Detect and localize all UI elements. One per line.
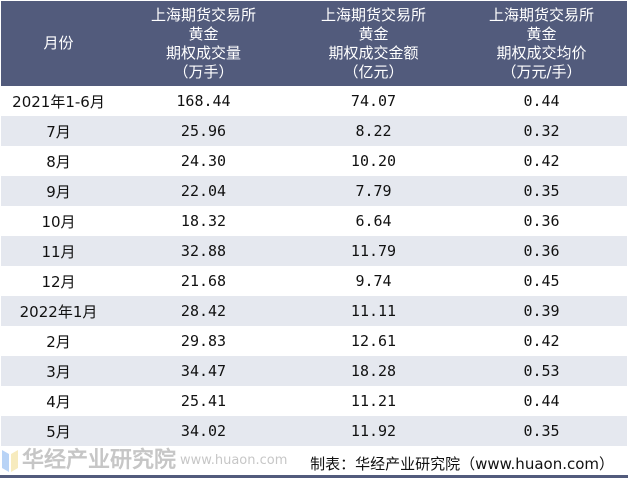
column-header-line: 上海期货交易所 [320, 5, 426, 24]
month-cell: 8月 [46, 152, 71, 171]
table-row: 4月 25.41 11.21 0.44 [1, 386, 627, 416]
column-header-line: 黄金 [358, 24, 389, 43]
watermark-name: 华经产业研究院 [22, 448, 177, 473]
column-header: 上海期货交易所 黄金 期权成交量 （万手） [116, 1, 291, 86]
value-cell: 32.88 [116, 236, 291, 266]
source-note: 制表：华经产业研究院（www.huaon.com） [310, 455, 614, 473]
header-row: 月份 上海期货交易所 黄金 期权成交量 （万手） 上海期货交易所 黄金 期权成交金额 （亿元）上… [1, 1, 627, 86]
table-row: 3月 34.47 18.28 0.53 [1, 356, 627, 386]
table-row: 5月 34.02 11.92 0.35 [1, 416, 627, 446]
value-cell: 18.32 [180, 212, 227, 230]
column-header-line: 期权成交量 [165, 43, 241, 62]
value-cell: 11.21 [350, 392, 397, 410]
value-cell: 12.61 [350, 332, 397, 350]
month-cell: 2022年1月 [1, 296, 116, 326]
month-cell: 12月 [41, 272, 76, 291]
watermark-url: www.huaon.com [180, 453, 288, 468]
value-cell: 25.96 [116, 116, 291, 146]
value-cell: 8.22 [291, 116, 456, 146]
value-cell: 74.07 [350, 92, 397, 110]
column-header: 上海期货交易所 黄金 期权成交均价 （万元/手） [456, 1, 627, 86]
value-cell: 34.47 [116, 356, 291, 386]
value-cell: 9.74 [355, 272, 392, 290]
table-row: 2021年1-6月 168.44 74.07 0.44 [1, 86, 627, 116]
table-row: 7月 25.96 8.22 0.32 [1, 116, 627, 146]
month-cell: 4月 [46, 392, 71, 411]
value-cell: 34.02 [116, 416, 291, 446]
value-cell: 0.42 [523, 332, 560, 350]
value-cell: 0.32 [456, 116, 627, 146]
column-header: 上海期货交易所 黄金 期权成交金额 （亿元） [291, 1, 456, 86]
value-cell: 168.44 [176, 92, 231, 110]
column-header-line: 上海期货交易所 [150, 5, 256, 24]
month-cell: 3月 [1, 356, 116, 386]
value-cell: 18.28 [291, 356, 456, 386]
value-cell: 25.41 [180, 392, 227, 410]
value-cell: 0.36 [456, 236, 627, 266]
value-cell: 22.04 [116, 176, 291, 206]
month-cell: 11月 [1, 236, 116, 266]
value-cell: 0.44 [523, 392, 560, 410]
value-cell: 0.35 [456, 176, 627, 206]
column-header-line: （亿元） [343, 62, 404, 81]
month-cell: 2月 [46, 332, 71, 351]
table-row: 9月 22.04 7.79 0.35 [1, 176, 627, 206]
month-cell: 9月 [1, 176, 116, 206]
column-header-line: 黄金 [526, 24, 557, 43]
month-cell: 10月 [41, 212, 76, 231]
value-cell: 6.64 [355, 212, 392, 230]
table-row: 12月 21.68 9.74 0.45 [1, 266, 627, 296]
value-cell: 0.53 [456, 356, 627, 386]
value-cell: 11.92 [291, 416, 456, 446]
value-cell: 0.39 [456, 296, 627, 326]
column-header-line: （万元/手） [501, 62, 582, 81]
table-row: 11月 32.88 11.79 0.36 [1, 236, 627, 266]
table-row: 8月 24.30 10.20 0.42 [1, 146, 627, 176]
value-cell: 11.79 [291, 236, 456, 266]
column-header-line: （万手） [173, 62, 234, 81]
column-header-line: 月份 [43, 34, 74, 52]
value-cell: 10.20 [350, 152, 397, 170]
value-cell: 11.11 [291, 296, 456, 326]
logo-icon [2, 450, 18, 472]
column-header: 月份 [1, 1, 116, 86]
table-row: 10月 18.32 6.64 0.36 [1, 206, 627, 236]
value-cell: 21.68 [180, 272, 227, 290]
table-row: 2月 29.83 12.61 0.42 [1, 326, 627, 356]
column-header-line: 黄金 [188, 24, 219, 43]
bottom-rule [0, 475, 628, 478]
value-cell: 24.30 [180, 152, 227, 170]
watermark: 华经产业研究院 www.huaon.com [2, 448, 287, 474]
month-cell: 2021年1-6月 [12, 92, 105, 111]
value-cell: 0.36 [523, 212, 560, 230]
value-cell: 0.44 [523, 92, 560, 110]
value-cell: 7.79 [291, 176, 456, 206]
value-cell: 0.35 [456, 416, 627, 446]
month-cell: 7月 [1, 116, 116, 146]
value-cell: 29.83 [180, 332, 227, 350]
value-cell: 0.45 [523, 272, 560, 290]
table-row: 2022年1月 28.42 11.11 0.39 [1, 296, 627, 326]
data-table: 月份 上海期货交易所 黄金 期权成交量 （万手） 上海期货交易所 黄金 期权成交金额 （亿元）上… [1, 1, 627, 446]
column-header-line: 期权成交均价 [496, 43, 587, 62]
value-cell: 28.42 [116, 296, 291, 326]
column-header-line: 上海期货交易所 [488, 5, 594, 24]
month-cell: 5月 [1, 416, 116, 446]
column-header-line: 期权成交金额 [328, 43, 419, 62]
value-cell: 0.42 [523, 152, 560, 170]
